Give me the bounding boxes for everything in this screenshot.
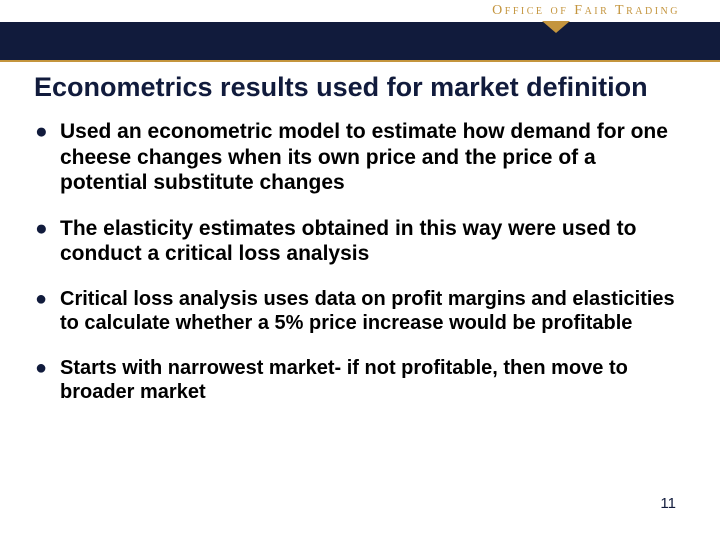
header-divider xyxy=(0,60,720,62)
bullet-list: Used an econometric model to estimate ho… xyxy=(34,119,686,405)
slide-title: Econometrics results used for market def… xyxy=(34,72,686,103)
slide-content: Econometrics results used for market def… xyxy=(0,62,720,405)
bullet-item: Critical loss analysis uses data on prof… xyxy=(34,287,686,336)
bullet-item: Starts with narrowest market- if not pro… xyxy=(34,356,686,405)
org-logo-text: Office of Fair Trading xyxy=(492,3,680,19)
bullet-item: Used an econometric model to estimate ho… xyxy=(34,119,686,196)
page-number: 11 xyxy=(660,495,676,512)
logo-strip: Office of Fair Trading xyxy=(0,0,720,22)
header: Office of Fair Trading xyxy=(0,0,720,62)
logo-triangle-icon xyxy=(542,21,570,33)
bullet-item: The elasticity estimates obtained in thi… xyxy=(34,216,686,267)
header-nav-band xyxy=(0,22,720,60)
